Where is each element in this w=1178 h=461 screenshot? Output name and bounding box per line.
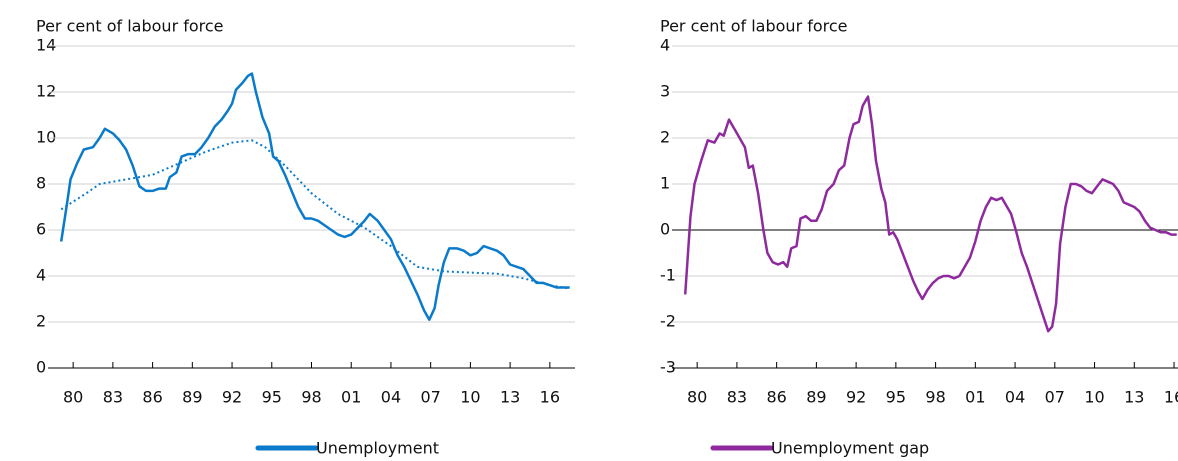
- y-tick-label: 3: [660, 82, 670, 101]
- x-tick-label: 83: [727, 388, 747, 407]
- x-tick-label: 83: [103, 388, 123, 407]
- x-tick-label: 95: [886, 388, 906, 407]
- y-tick-label: 6: [36, 220, 46, 239]
- y-tick-label: 1: [660, 174, 670, 193]
- x-tick-label: 01: [965, 388, 985, 407]
- data-line: [60, 139, 570, 290]
- x-tick-label: 98: [925, 388, 945, 407]
- data-line: [683, 95, 1177, 333]
- y-tick-label: 0: [660, 220, 670, 239]
- legend-label: Unemployment: [316, 439, 439, 458]
- x-tick-label: 01: [341, 388, 361, 407]
- x-tick-label: 89: [806, 388, 826, 407]
- y-tick-label: 10: [36, 128, 56, 147]
- x-tick-label: 10: [460, 388, 480, 407]
- y-tick-label: -3: [660, 358, 676, 377]
- x-tick-label: 13: [500, 388, 520, 407]
- x-tick-label: 86: [142, 388, 162, 407]
- x-tick-label: 16: [1164, 388, 1178, 407]
- x-tick-label: 10: [1084, 388, 1104, 407]
- y-tick-label: 4: [660, 36, 670, 55]
- y-tick-label: 14: [36, 36, 56, 55]
- y-tick-label: 0: [36, 358, 46, 377]
- y-tick-label: -2: [660, 312, 676, 331]
- data-line: [59, 72, 570, 321]
- x-tick-label: 04: [381, 388, 401, 407]
- x-tick-label: 07: [420, 388, 440, 407]
- x-tick-label: 92: [222, 388, 242, 407]
- x-tick-label: 80: [687, 388, 707, 407]
- legend-label: Unemployment gap: [771, 439, 929, 458]
- y-tick-label: 2: [660, 128, 670, 147]
- x-tick-label: 13: [1124, 388, 1144, 407]
- x-tick-label: 16: [540, 388, 560, 407]
- x-tick-label: 95: [262, 388, 282, 407]
- y-tick-label: -1: [660, 266, 676, 285]
- x-tick-label: 04: [1005, 388, 1025, 407]
- x-tick-label: 80: [63, 388, 83, 407]
- y-tick-label: 2: [36, 312, 46, 331]
- y-tick-label: 4: [36, 266, 46, 285]
- x-tick-label: 92: [846, 388, 866, 407]
- y-axis-label: Per cent of labour force: [660, 17, 848, 36]
- x-tick-label: 86: [766, 388, 786, 407]
- y-axis-label: Per cent of labour force: [36, 17, 224, 36]
- y-tick-label: 12: [36, 82, 56, 101]
- x-tick-label: 98: [301, 388, 321, 407]
- x-tick-label: 89: [182, 388, 202, 407]
- x-tick-label: 07: [1045, 388, 1065, 407]
- y-tick-label: 8: [36, 174, 46, 193]
